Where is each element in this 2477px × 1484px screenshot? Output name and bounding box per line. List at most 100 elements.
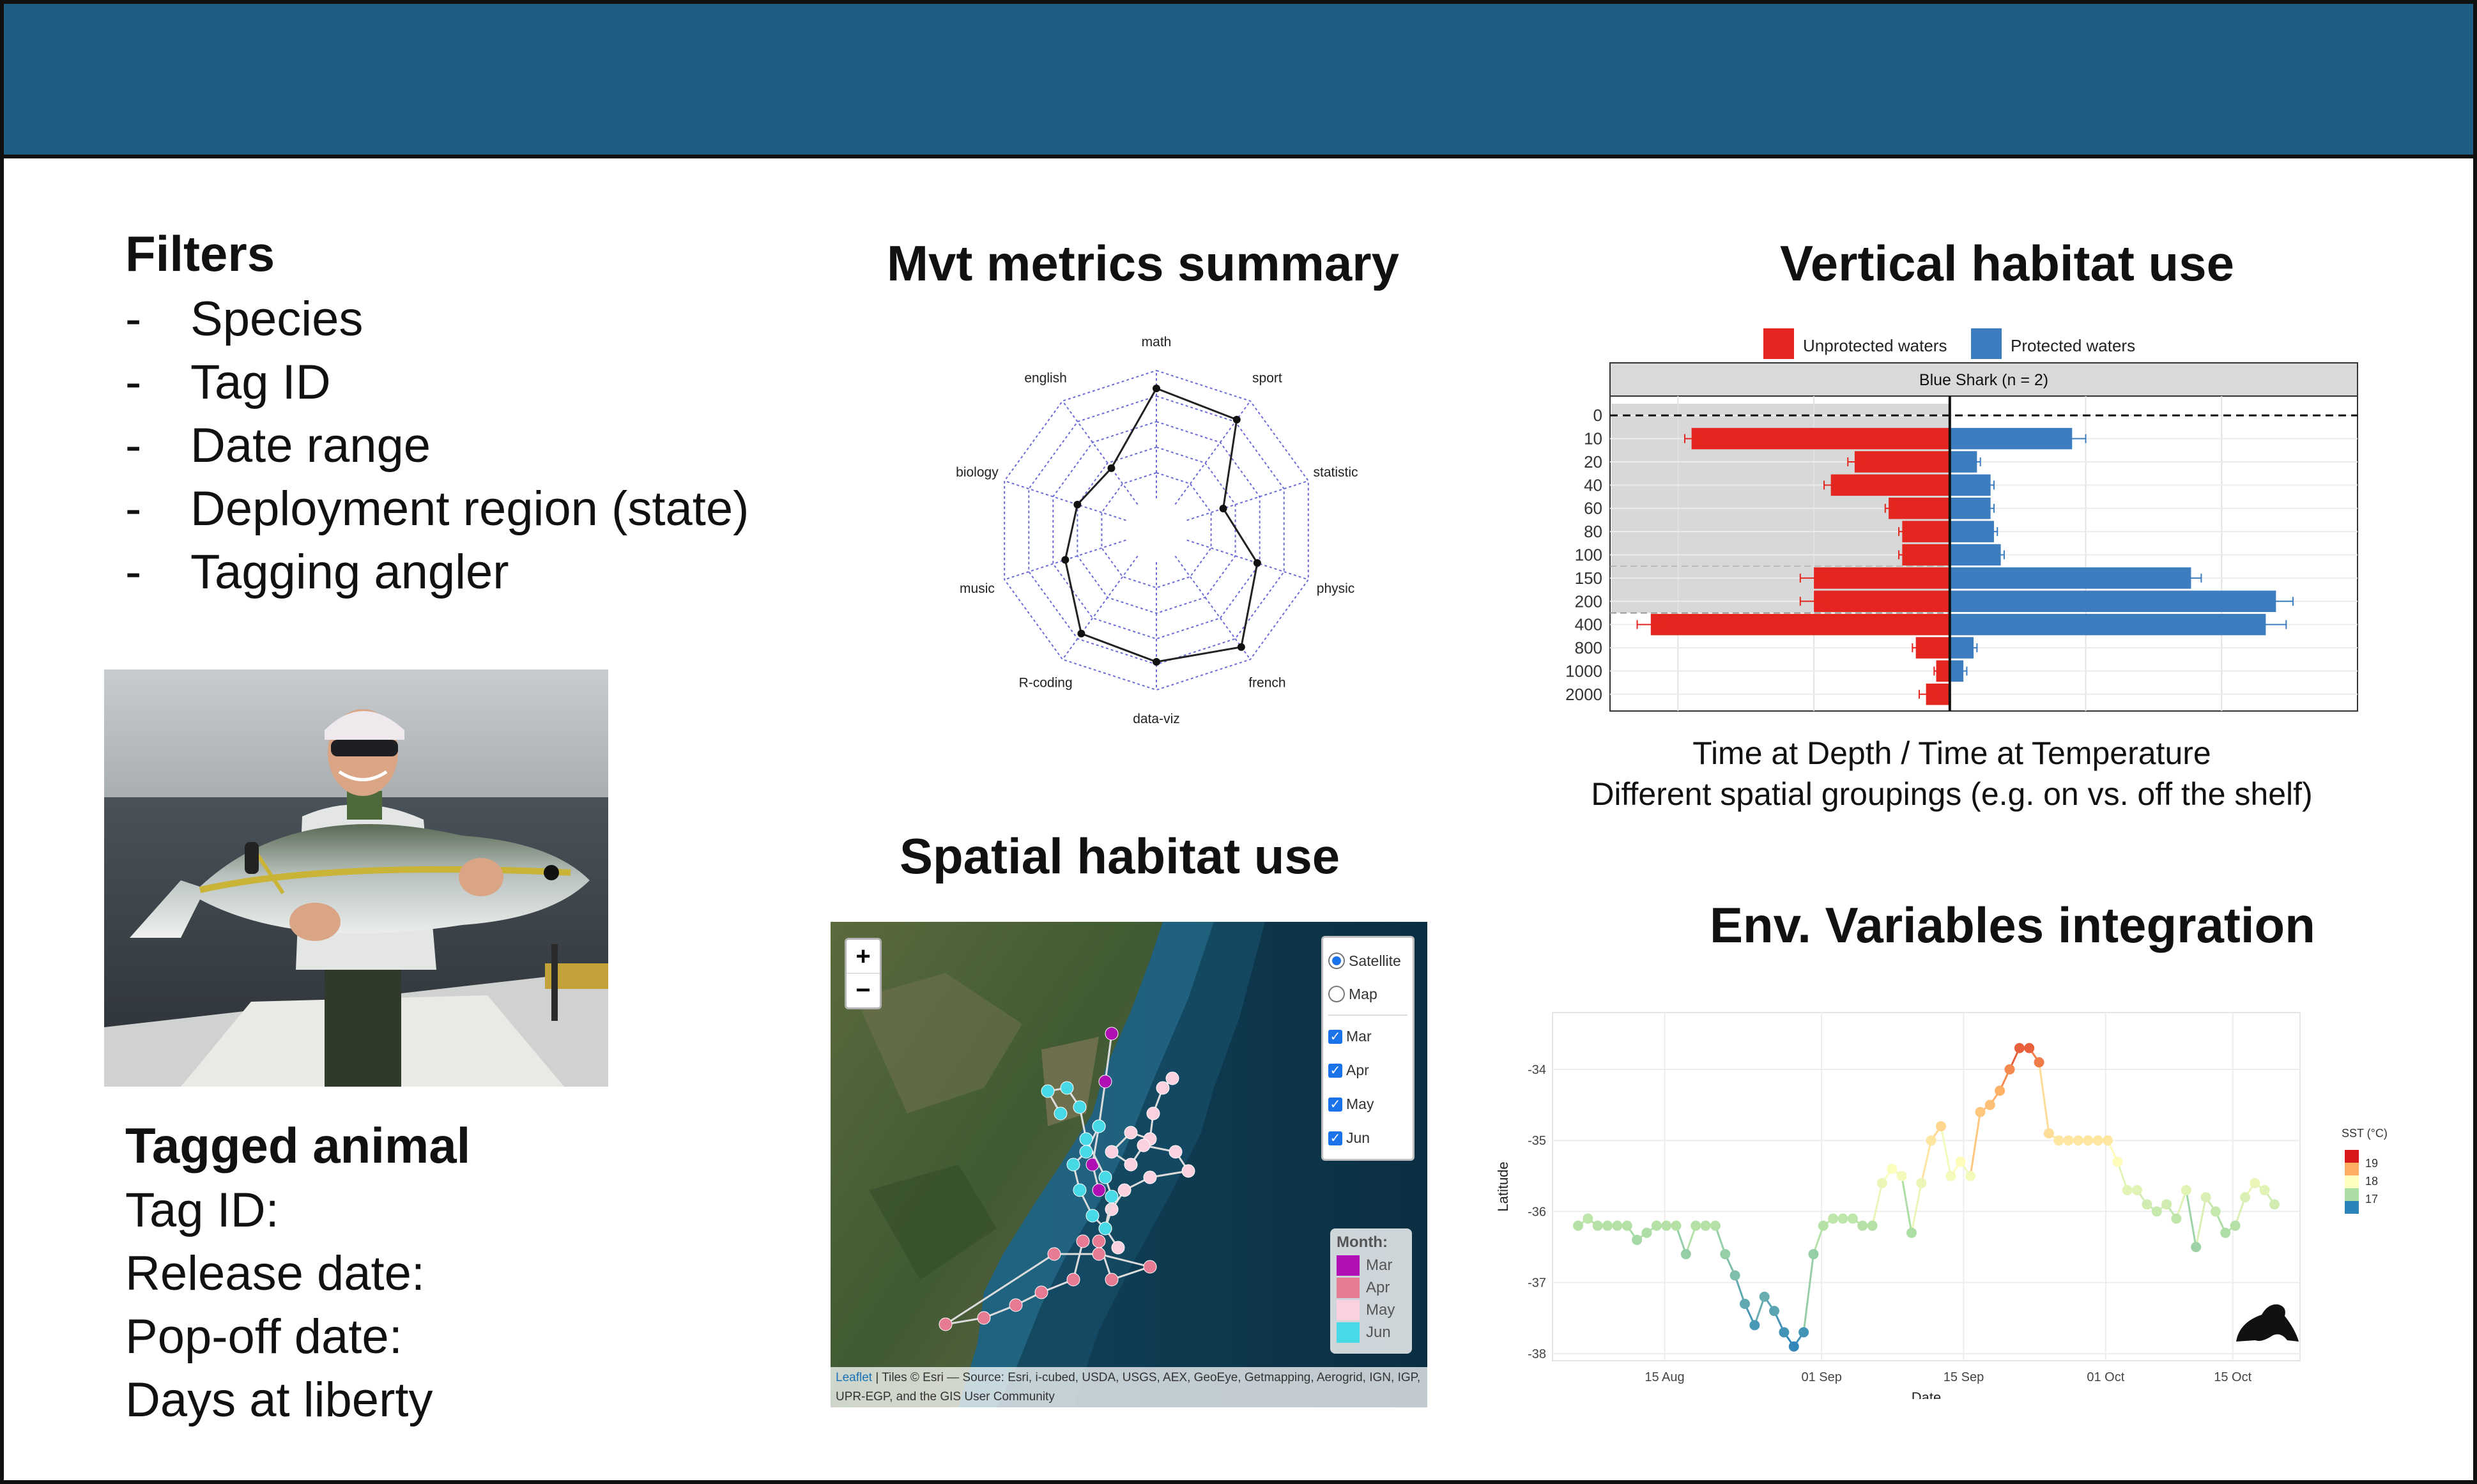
track-point [1041,1084,1055,1098]
radar-point [1219,505,1227,513]
data-point [2043,1128,2054,1139]
y-tick-label: 150 [1575,569,1602,588]
filters-heading: Filters [125,226,275,282]
data-point [1945,1170,1956,1181]
y-tick-label: 0 [1593,406,1602,425]
track-point [1092,1247,1106,1261]
track-point [1085,1209,1100,1223]
data-point [2034,1057,2044,1067]
days-at-liberty-label: Days at liberty [125,1373,433,1427]
track-line [1104,1077,1190,1248]
filter-item[interactable]: - Date range [125,418,431,473]
data-point [1641,1227,1652,1238]
y-tick-label: 800 [1575,638,1602,657]
x-tick-label: 01 Oct [2087,1370,2124,1384]
track-point [1092,1234,1106,1248]
x-tick-label: 15 Oct [2214,1370,2251,1384]
radar-point [1107,464,1116,472]
track-point [1054,1106,1068,1121]
leaflet-map[interactable]: + − Satellite Map ✓ Mar ✓ Apr ✓ May ✓ Ju… [831,922,1427,1407]
overlay-may[interactable]: ✓ May [1328,1087,1407,1121]
data-point [1798,1327,1809,1338]
track-point [1098,1170,1112,1184]
bar [1814,590,1950,613]
colorbar-segment [2345,1201,2359,1214]
y-tick-label: 20 [1584,452,1602,471]
track-point [1117,1183,1131,1197]
bar [1949,521,1994,542]
overlay-mar[interactable]: ✓ Mar [1328,1020,1407,1053]
track-point [1146,1106,1160,1121]
data-point [1661,1220,1672,1231]
data-point [2083,1135,2094,1146]
filter-item[interactable]: - Tag ID [125,355,331,409]
track-point [1060,1081,1074,1095]
bar [1650,613,1950,636]
leaflet-link[interactable]: Leaflet [836,1371,873,1384]
radar-ring [1052,420,1261,640]
radar-axis [1062,401,1139,505]
vertical-caption-1: Time at Depth / Time at Temperature [1692,735,2211,771]
filter-item[interactable]: - Tagging angler [125,545,509,599]
base-layer-map[interactable]: Map [1328,977,1407,1011]
bar [1854,451,1950,473]
track-point [1047,1247,1061,1261]
radar-axis-label: R-coding [1019,676,1073,691]
bar [1902,521,1950,542]
overlay-jun[interactable]: ✓ Jun [1328,1121,1407,1155]
radar-chart: math sport statistic physic french data-viz R-… [956,335,1358,726]
y-tick-label: 80 [1584,522,1602,541]
data-point [2092,1135,2103,1146]
radar-point [1232,415,1241,424]
y-axis-title: Latitude [1495,1161,1511,1211]
y-tick-label: 2000 [1565,685,1602,704]
filter-item[interactable]: - Species [125,292,364,346]
radar-point [1077,629,1085,638]
data-point [1573,1220,1583,1231]
legend-swatch [1337,1299,1360,1320]
colorbar-tick: 19 [2365,1157,2378,1170]
legend-swatch [1337,1277,1360,1298]
series-line-segment [1940,1126,1952,1177]
bar [1949,613,2266,636]
vertical-caption-2: Different spatial groupings (e.g. on vs.… [1591,776,2313,812]
bar [1949,660,1964,682]
base-layer-satellite[interactable]: Satellite [1328,944,1407,977]
plot-panel [1552,1012,2301,1361]
colorbar-segment [2345,1175,2359,1188]
zoom-in-button[interactable]: + [847,940,880,974]
tagged-animal-heading: Tagged animal [125,1117,471,1174]
radar-axis-label: statistic [1314,465,1358,480]
track-point [1105,1202,1119,1216]
radar-point [1237,643,1245,651]
y-tick-label: -35 [1528,1134,1546,1148]
overlay-apr[interactable]: ✓ Apr [1328,1053,1407,1087]
bar [1949,567,2191,589]
checkbox-checked-icon[interactable]: ✓ [1328,1029,1342,1044]
data-point [1632,1234,1643,1245]
zoom-out-button[interactable]: − [855,976,871,1004]
data-point [1720,1249,1731,1260]
data-point [2269,1199,2280,1210]
radio-empty-icon[interactable] [1328,986,1345,1002]
filter-item[interactable]: - Deployment region (state) [125,482,749,536]
data-point [2259,1185,2270,1196]
data-point [2014,1043,2025,1053]
checkbox-checked-icon[interactable]: ✓ [1328,1131,1342,1145]
pop-off-date-label: Pop-off date: [125,1310,403,1364]
radar-axis-label: data-viz [1133,712,1180,726]
track-point [1066,1273,1080,1287]
series-line-segment [2195,1197,2207,1248]
data-point [2142,1199,2152,1210]
track-point [1143,1170,1157,1184]
env-heading: Env. Variables integration [1710,897,2315,953]
data-point [2103,1135,2113,1146]
checkbox-checked-icon[interactable]: ✓ [1328,1097,1342,1112]
y-tick-label: 200 [1575,592,1602,611]
checkbox-checked-icon[interactable]: ✓ [1328,1063,1342,1078]
radio-selected-icon[interactable] [1328,952,1345,969]
series-line-segment [1901,1175,1913,1234]
radar-point [1061,556,1070,564]
track-point [1105,1273,1119,1287]
